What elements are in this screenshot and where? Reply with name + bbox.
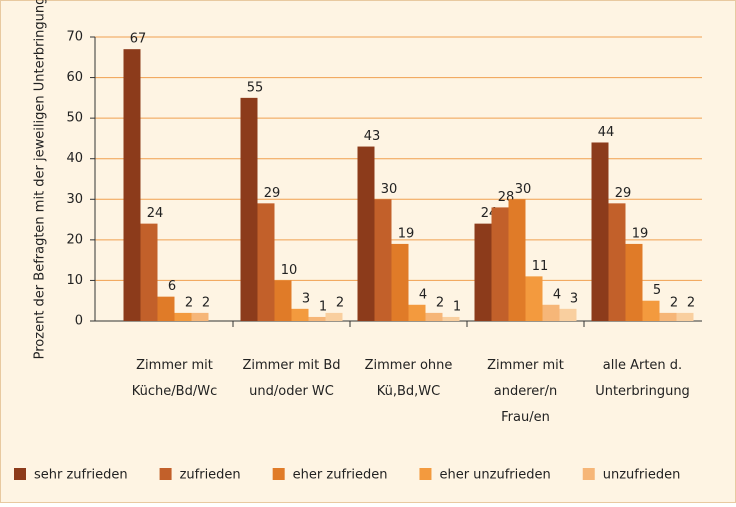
value-label: 2 [687,295,695,310]
bar [374,199,392,321]
value-label: 55 [247,80,264,95]
bar [425,312,443,321]
bar [408,304,426,321]
bar [591,142,609,321]
legend-swatch [14,468,26,480]
value-label: 4 [419,287,427,302]
bar [391,243,409,321]
value-label: 10 [281,263,298,278]
bar [542,304,560,321]
value-label: 11 [532,259,549,274]
label-line: Zimmer mit [487,358,564,373]
bar [174,312,192,321]
label-line: anderer/n [494,384,557,399]
bar [491,207,509,321]
x-tick-label: Zimmer mit anderer/n Frau/en [487,358,564,425]
label-line: Zimmer mit [136,358,213,373]
y-tick-label: 20 [66,232,83,247]
y-axis-label: Prozent der Befragten mit der jeweiligen… [33,0,48,359]
bar [474,223,492,321]
legend-label: unzufrieden [603,468,681,483]
y-tick-label: 30 [66,192,83,207]
value-label: 2 [185,295,193,310]
value-label: 2 [202,295,210,310]
legend-label: eher zufrieden [293,468,388,483]
y-tick-label: 50 [66,111,83,126]
label-line: Küche/Bd/Wc [132,384,217,399]
bar [625,243,643,321]
value-label: 2 [436,295,444,310]
value-label: 30 [381,182,398,197]
x-tick-label: alle Arten d. Unterbringung [595,358,690,399]
value-label: 67 [130,32,147,47]
bar [291,308,309,321]
bar [274,280,292,321]
legend-label: zufrieden [180,468,241,483]
bar [257,203,275,321]
value-label: 44 [598,125,615,140]
bar [659,312,677,321]
x-tick-label: Zimmer mit Küche/Bd/Wc [132,358,217,399]
value-label: 30 [515,182,532,197]
bar [157,296,175,321]
value-label: 29 [264,186,281,201]
bar [123,49,141,322]
value-label: 24 [147,206,164,221]
legend-label: eher unzufrieden [439,468,550,483]
label-line: Zimmer ohne [365,358,453,373]
bar [442,316,460,321]
value-label: 3 [302,291,310,306]
x-tick-label: Zimmer mit Bd und/oder WC [243,358,341,399]
label-line: und/oder WC [249,384,334,399]
y-tick-label: 70 [66,30,83,45]
y-tick-label: 0 [75,314,83,329]
value-label: 19 [398,226,415,241]
bar [325,312,343,321]
value-label: 19 [632,226,649,241]
legend-swatch [582,468,595,480]
bar [676,312,694,321]
value-label: 1 [319,299,327,314]
bar [559,308,577,321]
legend-swatch [159,468,172,480]
bar [525,276,543,321]
bar [357,146,375,321]
bar [240,97,258,321]
label-line: Frau/en [501,410,550,425]
value-label: 1 [453,299,461,314]
value-label: 43 [364,129,381,144]
label-line: Zimmer mit Bd [243,358,341,373]
y-tick-label: 40 [66,151,83,166]
label-line: Unterbringung [595,384,690,399]
value-label: 3 [570,291,578,306]
label-line: alle Arten d. [603,358,682,373]
bar [308,316,326,321]
y-tick-label: 60 [66,70,83,85]
value-label: 6 [168,279,176,294]
bar [608,203,626,321]
value-label: 5 [653,283,661,298]
value-label: 2 [670,295,678,310]
bar [191,312,209,321]
value-label: 4 [553,287,561,302]
value-label: 2 [336,295,344,310]
bar [508,199,526,321]
bar [140,223,158,321]
value-label: 29 [615,186,632,201]
label-line: Kü,Bd,WC [377,384,440,399]
y-tick-label: 10 [66,273,83,288]
bar [642,300,660,321]
x-tick-label: Zimmer ohne Kü,Bd,WC [365,358,453,399]
legend-label: sehr zufrieden [34,468,128,483]
legend-swatch [419,468,432,480]
legend-swatch [272,468,285,480]
